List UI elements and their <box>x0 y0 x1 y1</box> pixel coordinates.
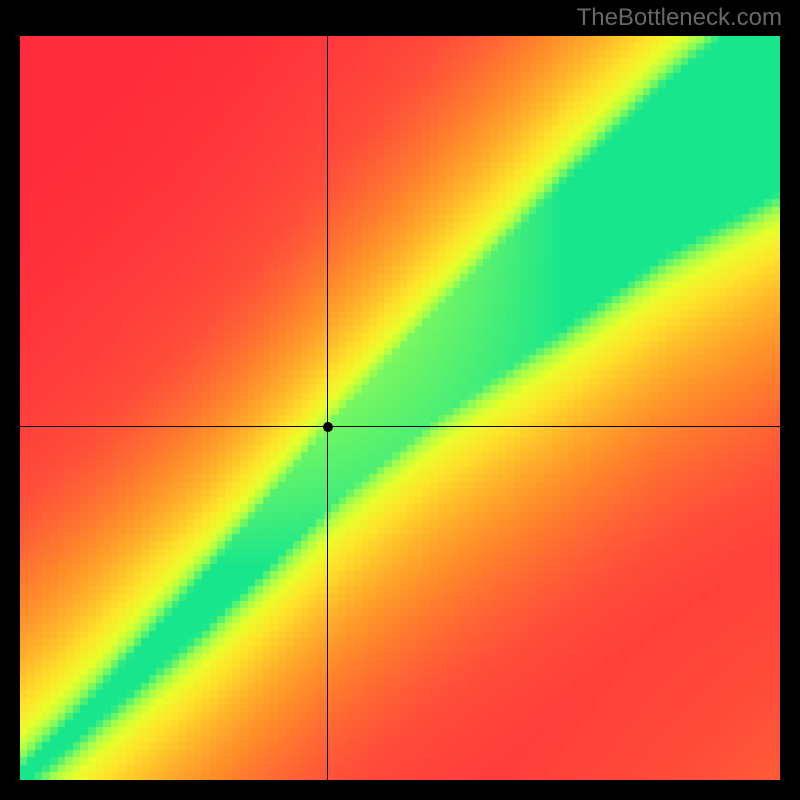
chart-frame: TheBottleneck.com <box>0 0 800 800</box>
plot-area <box>20 36 780 780</box>
crosshair-vertical <box>327 36 328 780</box>
heatmap-canvas <box>20 36 780 780</box>
marker-dot <box>323 422 333 432</box>
crosshair-horizontal <box>20 426 780 427</box>
watermark-text: TheBottleneck.com <box>577 4 782 32</box>
